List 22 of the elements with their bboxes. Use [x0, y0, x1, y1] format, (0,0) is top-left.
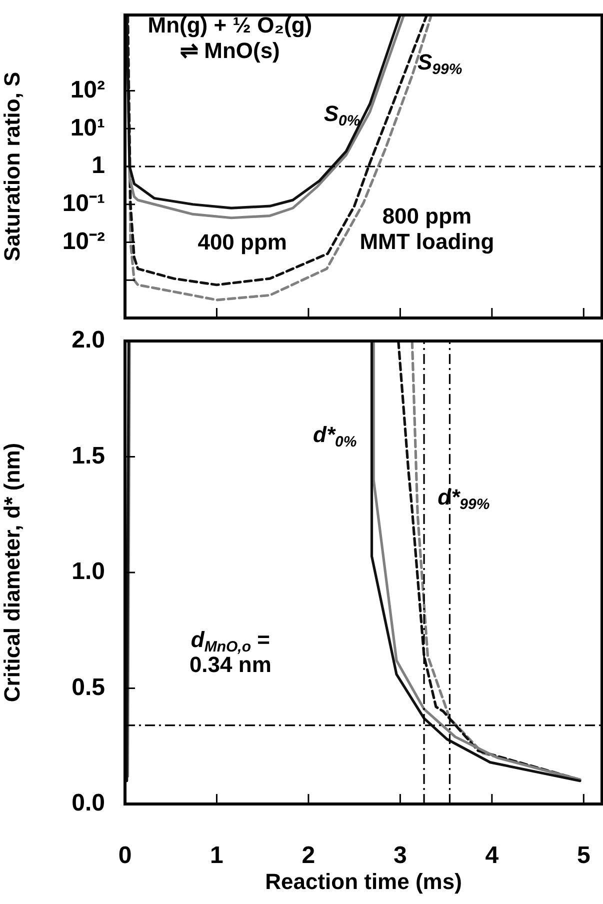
y-axis-title: Critical diameter, d* (nm) — [0, 442, 24, 702]
y-tick-label: 0.5 — [72, 674, 105, 701]
annotation: 400 ppm — [198, 230, 287, 255]
x-tick-label: 2 — [302, 842, 316, 870]
y-tick-label: 1 — [92, 152, 105, 180]
x-tick-label: 4 — [485, 842, 500, 870]
x-tick-label: 1 — [210, 842, 224, 870]
y-tick-label: 1.0 — [72, 558, 105, 586]
y-tick-label: 0.0 — [72, 790, 105, 817]
y-tick-label: 10⁻² — [62, 228, 106, 255]
x-tick-label: 3 — [394, 842, 407, 870]
y-axis-title: Saturation ratio, S — [0, 72, 24, 262]
y-tick-label: 2.0 — [72, 326, 105, 354]
y-tick-label: 1.5 — [72, 442, 105, 470]
x-axis-title: Reaction time (ms) — [265, 868, 462, 894]
y-tick-label: 10² — [70, 76, 106, 104]
annotation: Mn(g) + ½ O₂(g) ⇌ MnO(s) — [148, 12, 312, 63]
x-tick-label: 0 — [118, 842, 132, 870]
y-tick-label: 10⁻¹ — [62, 190, 106, 217]
x-tick-label: 5 — [576, 842, 590, 870]
annotation: 800 ppm MMT loading — [360, 204, 494, 254]
y-tick-label: 10¹ — [70, 114, 106, 142]
